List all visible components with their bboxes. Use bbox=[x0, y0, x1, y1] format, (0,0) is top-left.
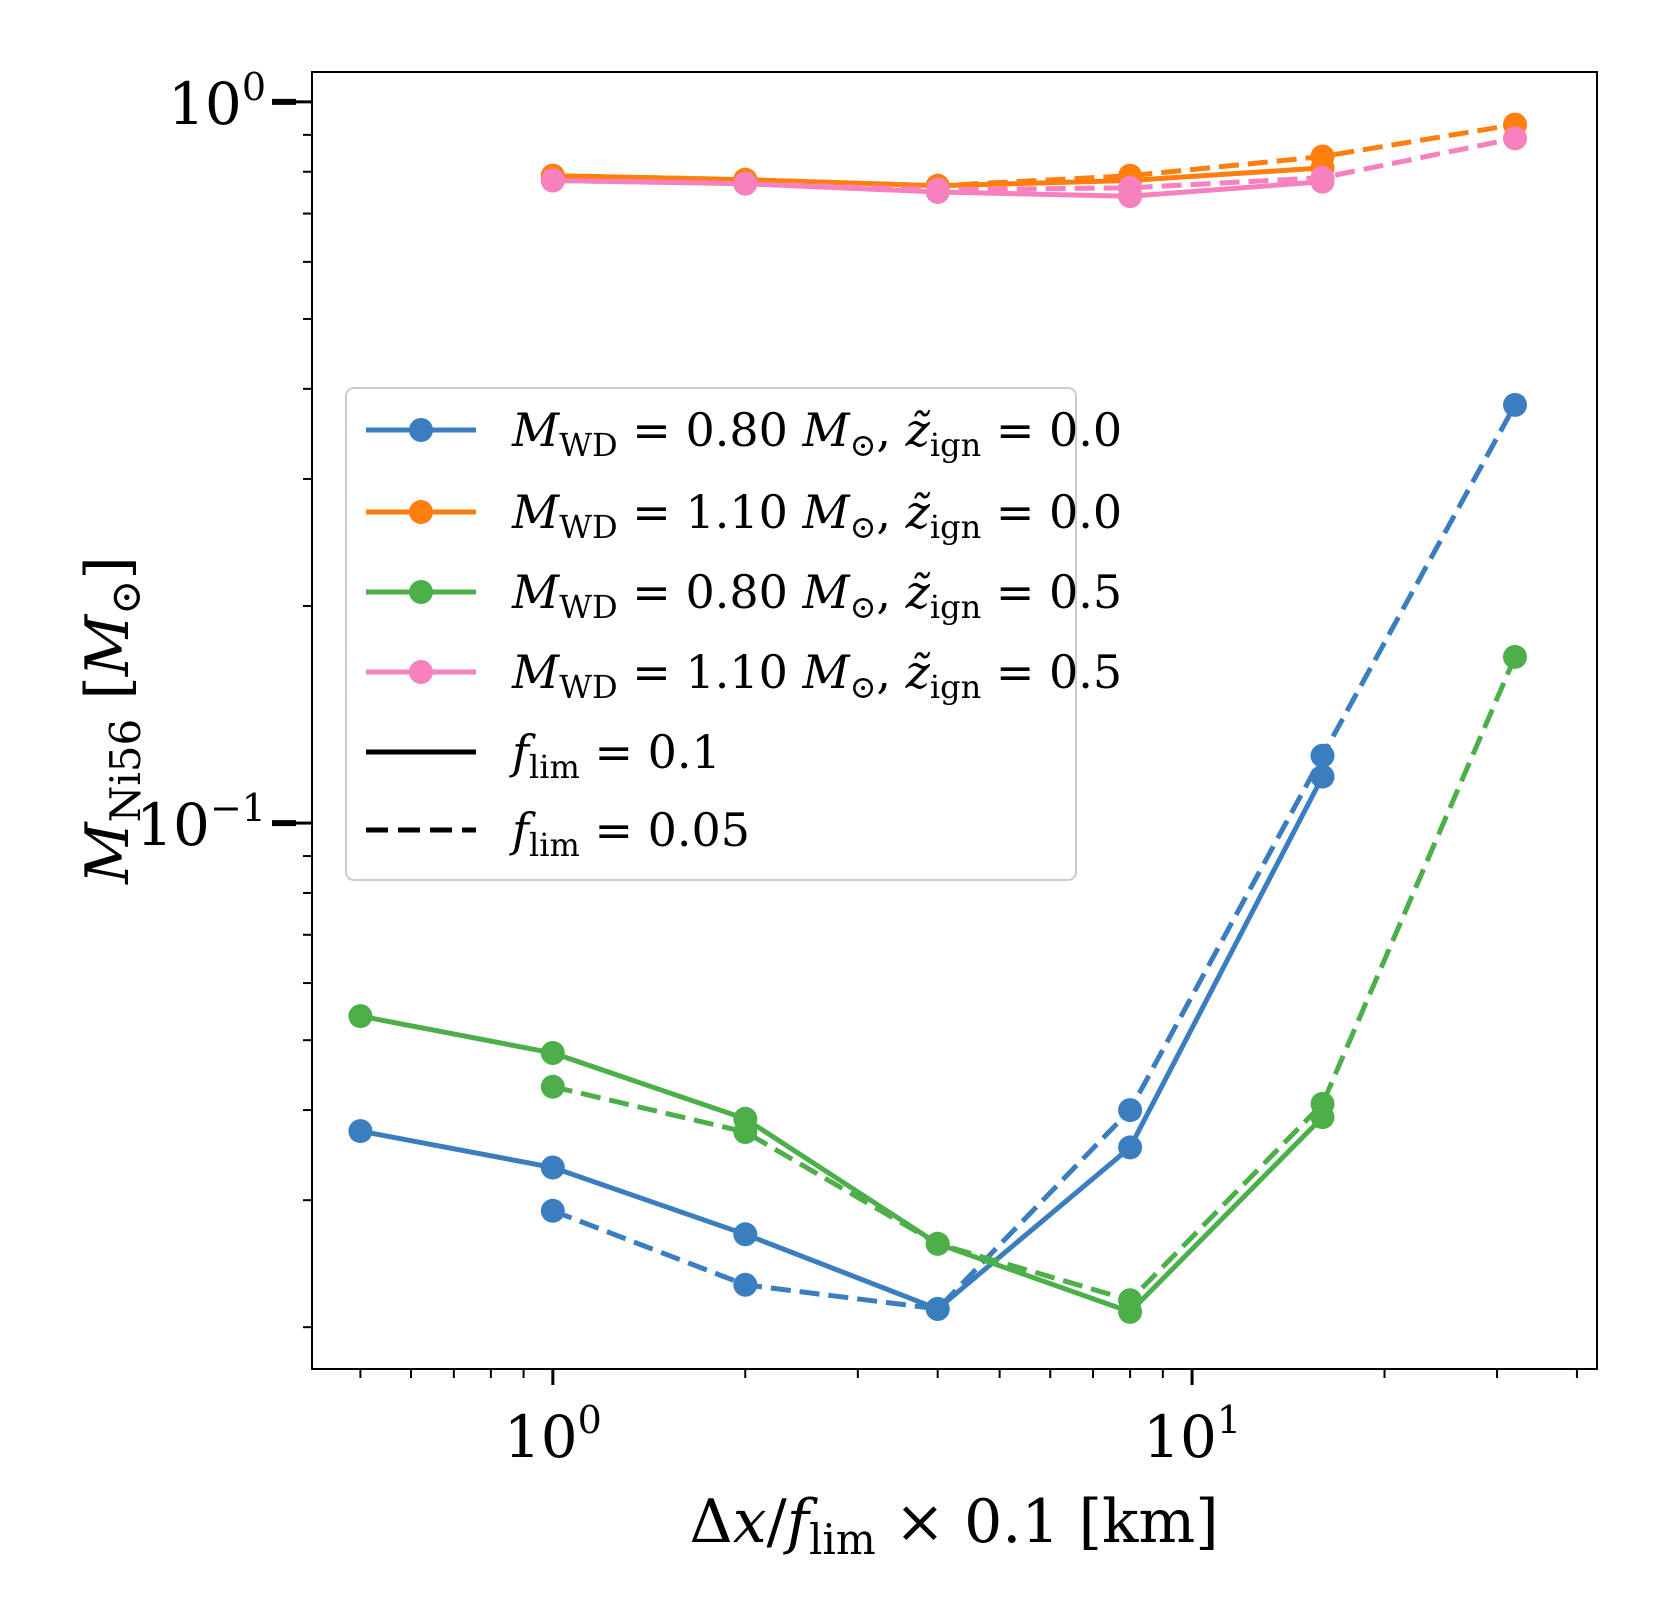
data-point bbox=[925, 1296, 950, 1321]
legend-marker bbox=[409, 418, 433, 442]
x-axis-label: Δx/flim × 0.1 [km] bbox=[689, 1487, 1218, 1564]
data-point bbox=[1310, 743, 1335, 768]
data-point bbox=[540, 1198, 565, 1223]
series-1 bbox=[540, 392, 1527, 1321]
series-line bbox=[551, 403, 1518, 1312]
series-line bbox=[552, 135, 1516, 193]
legend-marker bbox=[409, 580, 433, 604]
x-tick-label: 100 bbox=[504, 1398, 602, 1471]
series-5 bbox=[540, 644, 1527, 1313]
legend-label: MWD = 0.80 M⊙, z̃ign = 0.5 bbox=[511, 565, 1122, 626]
y-tick-label: 100 bbox=[168, 65, 266, 138]
legend-label: MWD = 1.10 M⊙, z̃ign = 0.0 bbox=[511, 485, 1122, 546]
legend-entry-5: flim = 0.05 bbox=[366, 803, 750, 864]
data-point bbox=[1310, 144, 1335, 169]
data-point bbox=[925, 177, 950, 202]
data-point bbox=[1310, 1091, 1335, 1116]
data-point bbox=[540, 1155, 565, 1180]
series-line bbox=[552, 122, 1516, 189]
data-point bbox=[1503, 644, 1527, 669]
data-point bbox=[348, 1004, 373, 1029]
series-line bbox=[359, 775, 1325, 1312]
y-axis-label: MNi56 [M⊙] bbox=[73, 556, 150, 885]
legend-entry-1: MWD = 1.10 M⊙, z̃ign = 0.0 bbox=[366, 485, 1122, 546]
data-point bbox=[1310, 165, 1335, 190]
plot-frame bbox=[311, 71, 1598, 1370]
data-point bbox=[733, 1222, 758, 1247]
series-layer bbox=[348, 112, 1527, 1324]
data-point bbox=[1310, 764, 1335, 789]
legend-label: MWD = 1.10 M⊙, z̃ign = 0.5 bbox=[511, 645, 1122, 706]
legend-entry-2: MWD = 0.80 M⊙, z̃ign = 0.5 bbox=[366, 565, 1122, 626]
data-point bbox=[733, 1272, 758, 1297]
series-line bbox=[552, 655, 1518, 1303]
data-point bbox=[925, 1231, 950, 1256]
legend-label: MWD = 0.80 M⊙, z̃ign = 0.0 bbox=[511, 403, 1122, 464]
ticks-layer: 100 101 10−1 100 bbox=[136, 65, 1578, 1471]
data-point bbox=[540, 1074, 565, 1099]
series-line bbox=[359, 1013, 1325, 1315]
legend-entry-0: MWD = 0.80 M⊙, z̃ign = 0.0 bbox=[366, 403, 1122, 464]
data-point bbox=[540, 168, 565, 193]
data-point bbox=[1503, 126, 1527, 151]
axis-labels: Δx/flim × 0.1 [km] MNi56 [M⊙] bbox=[73, 556, 1219, 1564]
legend-entry-4: flim = 0.1 bbox=[366, 725, 721, 786]
data-point bbox=[733, 171, 758, 196]
data-point bbox=[348, 1119, 373, 1144]
legend-marker bbox=[409, 660, 433, 684]
data-point bbox=[733, 1120, 758, 1144]
data-point bbox=[1118, 1288, 1143, 1313]
data-point bbox=[540, 1041, 565, 1065]
legend-marker bbox=[409, 500, 433, 524]
y-tick-label: 10−1 bbox=[136, 786, 266, 859]
series-7 bbox=[540, 126, 1527, 202]
legend-label: flim = 0.05 bbox=[509, 803, 750, 864]
data-point bbox=[1118, 175, 1143, 200]
data-point bbox=[1118, 1098, 1143, 1123]
legend-entry-3: MWD = 1.10 M⊙, z̃ign = 0.5 bbox=[366, 645, 1122, 706]
legend-box bbox=[345, 387, 1077, 881]
data-point bbox=[1503, 392, 1527, 417]
x-tick-label: 101 bbox=[1143, 1398, 1241, 1471]
legend: MWD = 0.80 M⊙, z̃ign = 0.0 MWD = 1.10 M⊙,… bbox=[345, 387, 1122, 881]
legend-label: flim = 0.1 bbox=[509, 725, 721, 786]
data-point bbox=[1118, 1135, 1143, 1160]
